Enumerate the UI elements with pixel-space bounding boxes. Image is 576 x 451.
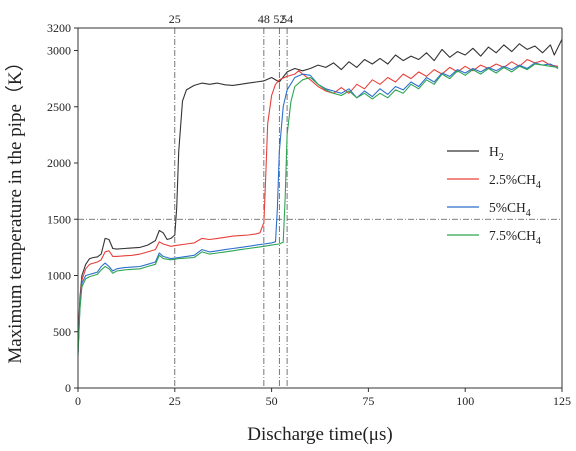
y-tick-label: 1000 — [47, 269, 71, 283]
y-axis-title: Maximum temperature in the pipe（K） — [4, 52, 26, 363]
series-line-0 — [77, 39, 563, 346]
vline-label-54: 54 — [281, 12, 293, 26]
series-line-1 — [77, 58, 559, 353]
legend-label-3: 7.5%CH4 — [489, 228, 541, 247]
vline-label-25: 25 — [169, 12, 181, 26]
vline-label-48: 48 — [258, 12, 270, 26]
legend: H2 2.5%CH4 5%CH4 7.5%CH4 — [447, 144, 541, 247]
x-tick-label: 125 — [553, 394, 571, 408]
y-tick-label: 500 — [53, 325, 71, 339]
legend-label-2: 5%CH4 — [489, 200, 531, 219]
axes — [77, 27, 563, 389]
reference-lines — [78, 28, 562, 388]
y-tick-label: 3000 — [47, 44, 71, 58]
legend-label-0: H2 — [489, 144, 504, 163]
legend-label-1: 2.5%CH4 — [489, 172, 541, 191]
y-tick-label: 1500 — [47, 212, 71, 226]
vline-label-52: 52 — [273, 12, 285, 26]
x-axis-title: Discharge time(μs) — [247, 424, 392, 445]
series-line-3 — [77, 63, 559, 356]
x-tick-label: 25 — [169, 394, 181, 408]
series-lines — [77, 39, 563, 356]
x-tick-label: 50 — [266, 394, 278, 408]
x-tick-label: 75 — [362, 394, 374, 408]
y-tick-label: 3200 — [47, 21, 71, 35]
x-tick-label: 0 — [75, 394, 81, 408]
series-line-2 — [77, 62, 559, 355]
y-tick-label: 0 — [65, 381, 71, 395]
x-tick-label: 100 — [456, 394, 474, 408]
y-tick-label: 2500 — [47, 100, 71, 114]
y-tick-label: 2000 — [47, 156, 71, 170]
axis-ticks: 0 25 50 75 100 125 0 500 1000 1500 2000 2500 3000 320… — [47, 21, 571, 408]
